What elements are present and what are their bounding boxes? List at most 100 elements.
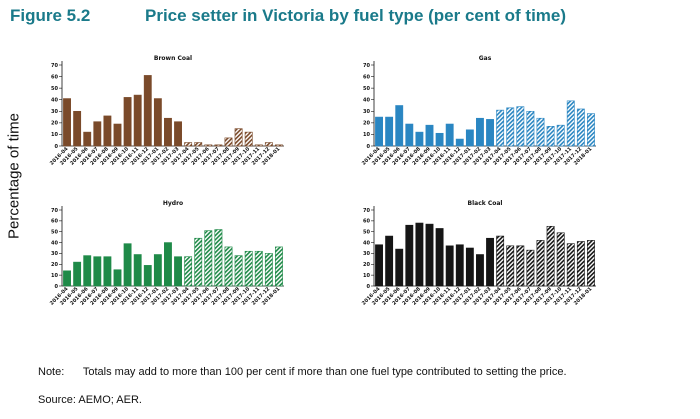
bar-2017-01 bbox=[465, 129, 474, 147]
y-tick-label: 60 bbox=[51, 219, 58, 225]
bar-2017-02 bbox=[476, 117, 484, 147]
bar-2017-09 bbox=[234, 255, 243, 287]
bar-2016-08 bbox=[415, 131, 424, 147]
bar-2016-09 bbox=[113, 269, 122, 287]
bar-2016-06 bbox=[395, 248, 404, 287]
y-tick-label: 20 bbox=[363, 121, 370, 127]
bar-2017-02 bbox=[164, 242, 172, 287]
chart-panel-gas: Gas0102030405060702016-042016-052016-062… bbox=[361, 55, 596, 167]
y-tick-label: 20 bbox=[51, 121, 58, 127]
bar-2017-03 bbox=[174, 256, 182, 287]
bar-2018-01 bbox=[587, 240, 595, 287]
bar-2017-04 bbox=[184, 256, 193, 287]
bar-2017-11 bbox=[566, 243, 575, 287]
bar-2017-10 bbox=[244, 131, 253, 147]
bar-2016-04 bbox=[63, 270, 71, 287]
panel-title: Hydro bbox=[163, 200, 183, 207]
bar-2017-12 bbox=[576, 241, 585, 287]
chart-panel-hydro: Hydro0102030405060702016-042016-052016-0… bbox=[49, 200, 284, 307]
bar-2016-11 bbox=[133, 94, 142, 147]
bar-2016-12 bbox=[455, 244, 464, 287]
figure-number: Figure 5.2 bbox=[10, 6, 91, 25]
bar-2017-03 bbox=[486, 119, 494, 147]
y-tick-label: 30 bbox=[363, 251, 370, 257]
bar-2017-11 bbox=[566, 100, 575, 147]
y-tick-label: 60 bbox=[363, 219, 370, 225]
bar-2017-08 bbox=[536, 240, 545, 287]
bar-2017-05 bbox=[506, 245, 515, 287]
bar-2016-08 bbox=[103, 115, 112, 147]
panel-title: Black Coal bbox=[468, 200, 503, 207]
y-tick-label: 50 bbox=[363, 230, 370, 236]
y-tick-label: 70 bbox=[51, 63, 58, 69]
bar-2017-11 bbox=[254, 250, 263, 287]
y-tick-label: 50 bbox=[51, 230, 58, 236]
bar-2017-02 bbox=[164, 117, 172, 147]
bar-2017-09 bbox=[234, 128, 243, 147]
y-tick-label: 60 bbox=[51, 74, 58, 80]
bar-2017-08 bbox=[536, 117, 545, 147]
figure-header: Figure 5.2 Price setter in Victoria by f… bbox=[10, 6, 690, 32]
y-tick-label: 20 bbox=[363, 262, 370, 268]
y-tick-label: 40 bbox=[363, 240, 370, 246]
bar-2016-11 bbox=[133, 254, 142, 287]
y-tick-label: 50 bbox=[363, 86, 370, 92]
y-tick-label: 10 bbox=[51, 132, 58, 138]
bar-2016-05 bbox=[385, 116, 394, 147]
bar-2016-08 bbox=[103, 256, 112, 287]
panel-title: Gas bbox=[479, 55, 492, 62]
figure-title: Price setter in Victoria by fuel type (p… bbox=[145, 6, 567, 25]
bar-2017-07 bbox=[526, 110, 535, 147]
bar-2017-06 bbox=[516, 106, 525, 147]
bar-2017-07 bbox=[526, 249, 535, 287]
bar-2017-07 bbox=[214, 144, 223, 147]
source-text: AEMO; AER. bbox=[78, 394, 142, 406]
bar-2017-03 bbox=[174, 121, 182, 147]
bar-2016-08 bbox=[415, 222, 424, 287]
note-text: Totals may add to more than 100 per cent… bbox=[82, 366, 567, 378]
bar-2016-04 bbox=[375, 116, 383, 147]
bar-2016-04 bbox=[63, 98, 71, 147]
charts-area: Brown Coal0102030405060702016-042016-052… bbox=[49, 55, 596, 307]
bar-2017-09 bbox=[546, 225, 555, 287]
bar-2017-01 bbox=[153, 254, 162, 287]
note-label: Note: bbox=[38, 366, 65, 378]
note-row: Note: Totals may add to more than 100 pe… bbox=[38, 366, 567, 378]
y-tick-label: 0 bbox=[367, 144, 371, 150]
y-tick-label: 0 bbox=[367, 284, 371, 290]
y-tick-label: 10 bbox=[363, 132, 370, 138]
y-tick-label: 70 bbox=[363, 63, 370, 69]
bar-2017-04 bbox=[496, 109, 505, 147]
bar-2016-10 bbox=[123, 243, 132, 287]
bar-2017-12 bbox=[264, 253, 273, 287]
panel-title: Brown Coal bbox=[154, 55, 192, 62]
bar-2017-04 bbox=[184, 142, 193, 147]
y-tick-label: 20 bbox=[51, 262, 58, 268]
bar-2017-09 bbox=[546, 126, 555, 147]
bar-2016-09 bbox=[425, 124, 434, 147]
source-label: Source: bbox=[38, 394, 76, 406]
chart-panel-brown-coal: Brown Coal0102030405060702016-042016-052… bbox=[49, 55, 284, 167]
y-tick-label: 60 bbox=[363, 74, 370, 80]
y-tick-label: 10 bbox=[363, 273, 370, 279]
bar-2017-06 bbox=[516, 245, 525, 287]
bar-2017-06 bbox=[204, 230, 213, 287]
bar-2016-10 bbox=[123, 97, 132, 147]
bar-2016-12 bbox=[143, 265, 152, 287]
bar-2017-01 bbox=[465, 247, 474, 287]
y-tick-label: 30 bbox=[51, 109, 58, 115]
bar-2018-01 bbox=[275, 144, 283, 147]
bar-2017-11 bbox=[254, 144, 263, 147]
bar-2016-05 bbox=[73, 110, 82, 147]
bar-2016-07 bbox=[405, 224, 414, 287]
bar-2017-08 bbox=[224, 137, 233, 147]
bar-2017-04 bbox=[496, 235, 505, 287]
bar-2017-02 bbox=[476, 254, 484, 287]
bar-2017-05 bbox=[506, 107, 515, 147]
y-tick-label: 0 bbox=[55, 144, 59, 150]
y-tick-label: 40 bbox=[51, 240, 58, 246]
bar-2016-11 bbox=[445, 123, 454, 147]
y-tick-label: 30 bbox=[51, 251, 58, 257]
bar-2017-08 bbox=[224, 246, 233, 287]
bar-2016-10 bbox=[435, 132, 444, 147]
